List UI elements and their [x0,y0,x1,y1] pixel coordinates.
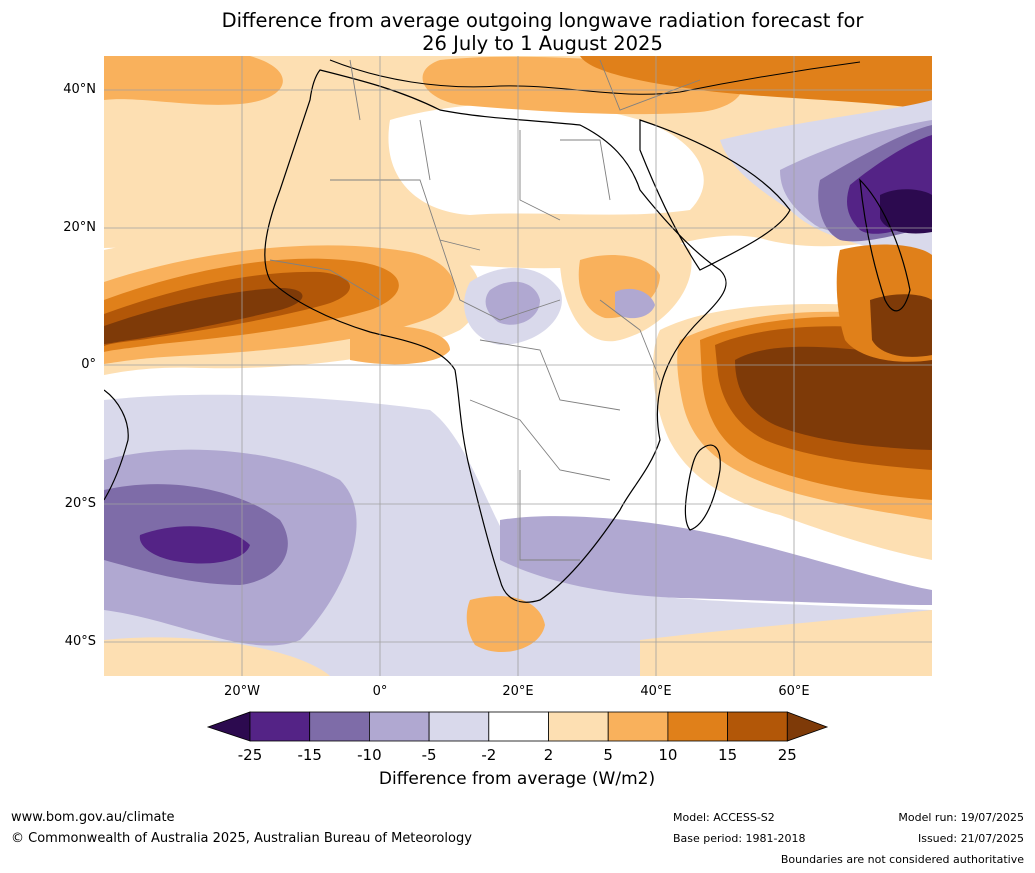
lon-label-60e: 60°E [778,684,810,699]
lat-label-40n: 40°N [63,82,96,97]
colorbar-label: -15 [297,746,322,764]
lat-label-40s: 40°S [64,634,96,649]
copyright-text: © Commonwealth of Australia 2025, Austra… [11,831,472,846]
lon-label-20e: 20°E [502,684,534,699]
africa-coastline [264,69,727,603]
lat-label-0: 0° [81,357,96,372]
colorbar-bin-9 [727,711,788,742]
chart-title: Difference from average outgoing longwav… [0,9,1035,55]
website-link[interactable]: www.bom.gov.au/climate [11,810,175,825]
sahara-white [388,103,704,215]
guinea-orange [350,326,450,365]
sio-mid [500,516,932,605]
s-orange [466,596,545,653]
io-darkest [735,346,932,450]
colorbar-bin-1 [249,711,311,742]
colorbar-label: 2 [543,746,554,764]
ne-io-darker [870,294,932,357]
gridlines [104,56,932,676]
model-text: Model: ACCESS-S2 [673,811,775,824]
s-light-orange-1 [104,637,330,676]
sa-coastline [104,389,129,501]
lon-label-20w: 20°W [224,684,260,699]
colorbar-label: 5 [603,746,613,764]
colorbar-bin-2 [309,711,370,742]
colorbar-min-triangle [206,711,251,742]
title-line-2: 26 July to 1 August 2025 [422,32,663,55]
colorbar-label: -10 [357,746,382,764]
lon-label-40e: 40°E [640,684,672,699]
issued-text: Issued: 21/07/2025 [917,832,1024,845]
india-coastline [859,178,911,312]
colorbar-label: -25 [237,746,263,764]
lat-label-20s: 20°S [64,496,96,511]
colorbar-label: 15 [718,746,738,764]
colorbar-bin-8 [667,711,729,742]
base-period-text: Base period: 1981-2018 [673,832,806,845]
w-africa-darkest [104,288,303,344]
title-line-1: Difference from average outgoing longwav… [221,9,864,32]
e-africa-purple [615,288,655,319]
colorbar-label: -2 [481,746,497,764]
c-africa-purple-2 [485,281,540,325]
colorbar-label: -5 [421,746,437,764]
boundaries-disclaimer: Boundaries are not considered authoritat… [780,853,1024,866]
nw-orange [104,56,283,105]
india-purple-darkest [880,189,932,234]
colorbar-bin-5 [488,711,549,742]
lat-label-20n: 20°N [63,220,96,235]
colorbar-bin-3 [368,711,430,742]
europe-orange [580,56,932,110]
colorbar-bin-7 [607,711,669,742]
lon-label-0: 0° [372,684,388,699]
country-boundaries [269,59,701,561]
colorbar-bin-4 [428,711,490,742]
colorbar-title: Difference from average (W/m2) [378,769,656,789]
colorbar [206,711,829,742]
colorbar-bin-6 [548,711,609,742]
arabia-coastline [639,119,791,271]
madagascar-coastline [684,444,721,531]
satl-darker [139,526,250,564]
s-light-orange-2 [640,610,932,676]
model-run-text: Model run: 19/07/2025 [898,811,1024,824]
colorbar-max-triangle [786,711,829,742]
colorbar-label: 10 [658,746,678,764]
europe-coastline [329,59,861,95]
colorbar-label: 25 [777,746,797,764]
